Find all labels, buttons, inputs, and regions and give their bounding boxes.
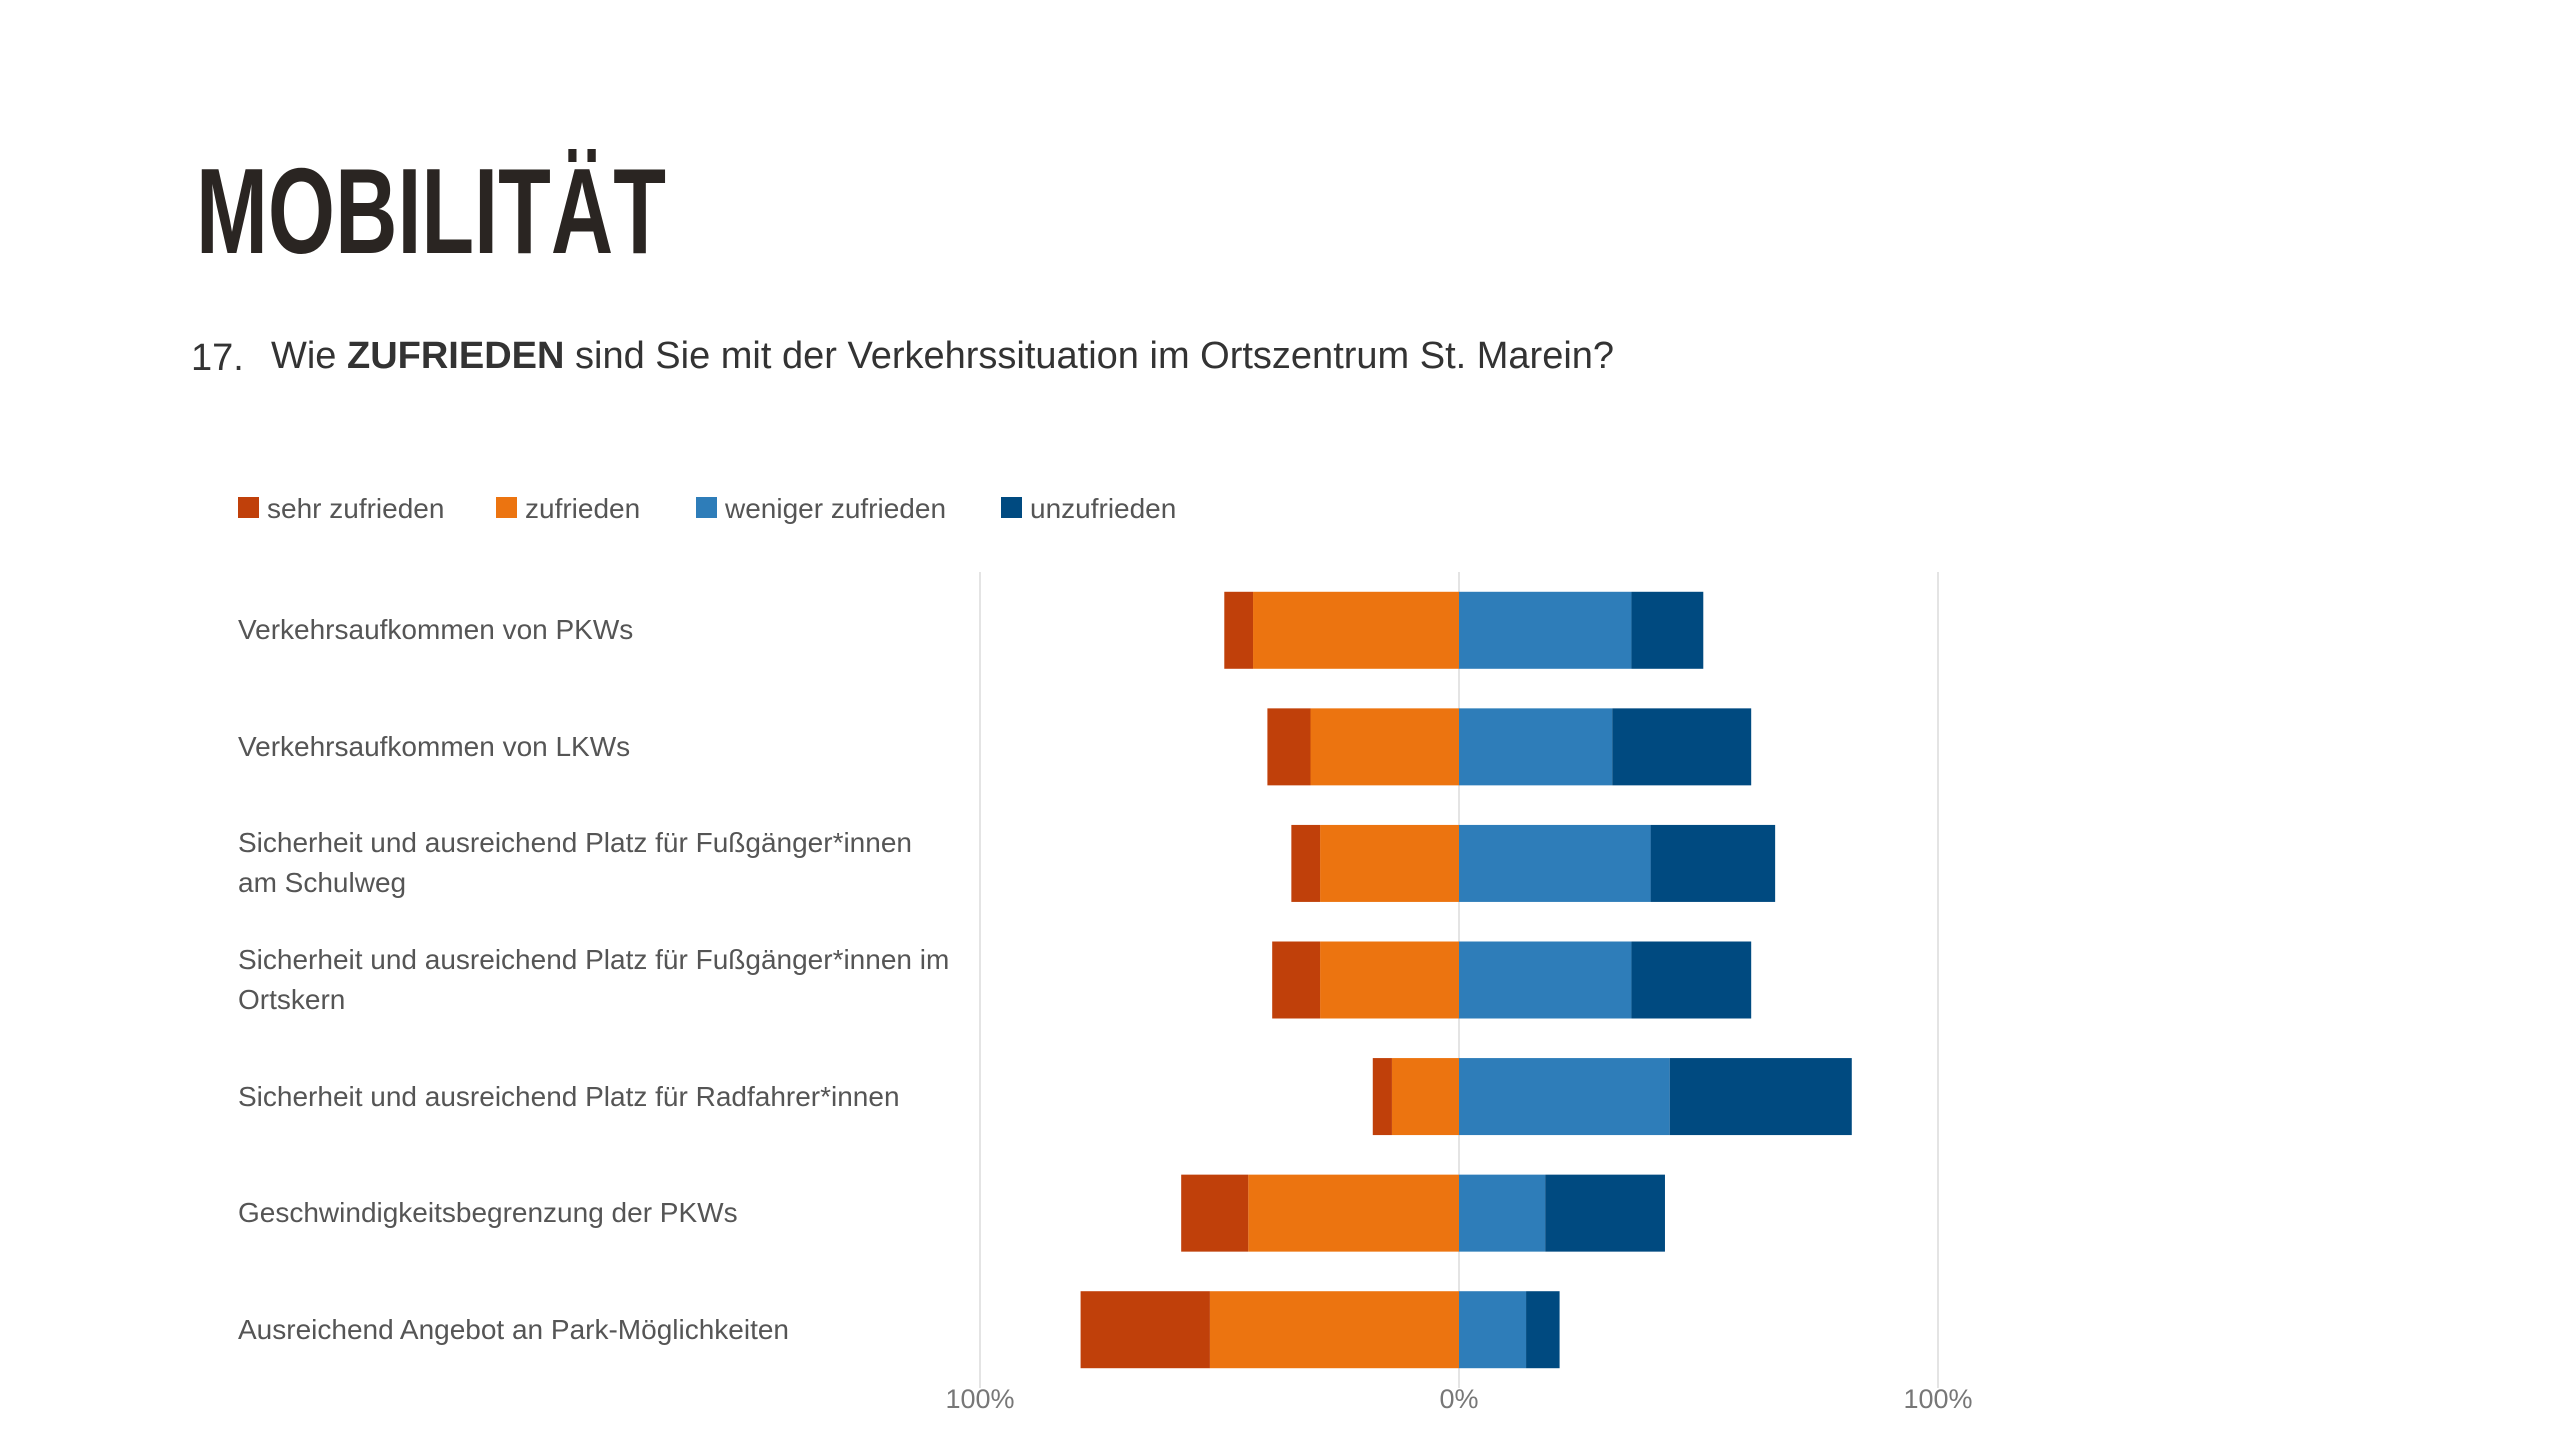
- bar-segment: [1224, 591, 1254, 669]
- legend-label: unzufrieden: [1030, 493, 1176, 524]
- bar-segment: [1631, 591, 1704, 669]
- page-title: MOBILITÄT: [196, 143, 666, 279]
- bar-segment: [1181, 1174, 1249, 1252]
- bar-segment: [1631, 941, 1752, 1019]
- x-tick-label: 0%: [1439, 1384, 1478, 1414]
- bar-segment: [1391, 1058, 1459, 1136]
- bar-segment: [1669, 1058, 1852, 1136]
- x-tick-label: 100%: [1903, 1384, 1972, 1414]
- category-label: Ausreichend Angebot an Park-Möglichkeite…: [238, 1313, 790, 1345]
- category-label: Verkehrsaufkommen von LKWs: [238, 730, 631, 762]
- legend-swatch: [496, 497, 517, 518]
- bar-segment: [1459, 1174, 1546, 1252]
- bar-segment: [1459, 591, 1632, 669]
- bar-segment: [1459, 824, 1651, 902]
- legend-swatch: [238, 497, 259, 518]
- bar-segment: [1320, 941, 1459, 1019]
- legend-label: weniger zufrieden: [724, 493, 946, 524]
- bar-segment: [1272, 941, 1321, 1019]
- category-label: Sicherheit und ausreichend Platz für Fuß…: [238, 944, 950, 1015]
- question-part: sind Sie mit der Verkehrssituation im Or…: [564, 335, 1614, 377]
- category-label: Sicherheit und ausreichend Platz für Rad…: [238, 1080, 900, 1112]
- legend-swatch: [696, 497, 717, 518]
- bar-segment: [1372, 1058, 1392, 1136]
- bar-segment: [1545, 1174, 1665, 1252]
- legend-swatch: [1001, 497, 1022, 518]
- legend-label: zufrieden: [525, 493, 640, 524]
- bar-segment: [1267, 708, 1311, 786]
- bar-segment: [1459, 1291, 1527, 1369]
- question-part: ZUFRIEDEN: [347, 335, 564, 377]
- category-label: Geschwindigkeitsbegrenzung der PKWs: [238, 1197, 738, 1229]
- bar-segment: [1291, 824, 1321, 902]
- category-label: Sicherheit und ausreichend Platz für Fuß…: [238, 827, 912, 899]
- bar-segment: [1253, 591, 1459, 669]
- x-tick-label: 100%: [945, 1384, 1014, 1414]
- bar-segment: [1459, 708, 1613, 786]
- bar-segment: [1459, 1058, 1670, 1136]
- question: Wie ZUFRIEDEN sind Sie mit der Verkehrss…: [271, 335, 1614, 377]
- bar-segment: [1080, 1291, 1210, 1369]
- question-part: Wie: [271, 335, 347, 377]
- bar-segment: [1209, 1291, 1459, 1369]
- bar-segment: [1526, 1291, 1560, 1369]
- bar-segment: [1320, 824, 1459, 902]
- bar-segment: [1310, 708, 1459, 786]
- category-label: Verkehrsaufkommen von PKWs: [238, 614, 634, 646]
- bar-segment: [1459, 941, 1632, 1019]
- bar-segment: [1650, 824, 1776, 902]
- legend-label: sehr zufrieden: [267, 493, 444, 524]
- bar-segment: [1248, 1174, 1459, 1252]
- bar-segment: [1612, 708, 1752, 786]
- question-number: 17.: [191, 337, 244, 379]
